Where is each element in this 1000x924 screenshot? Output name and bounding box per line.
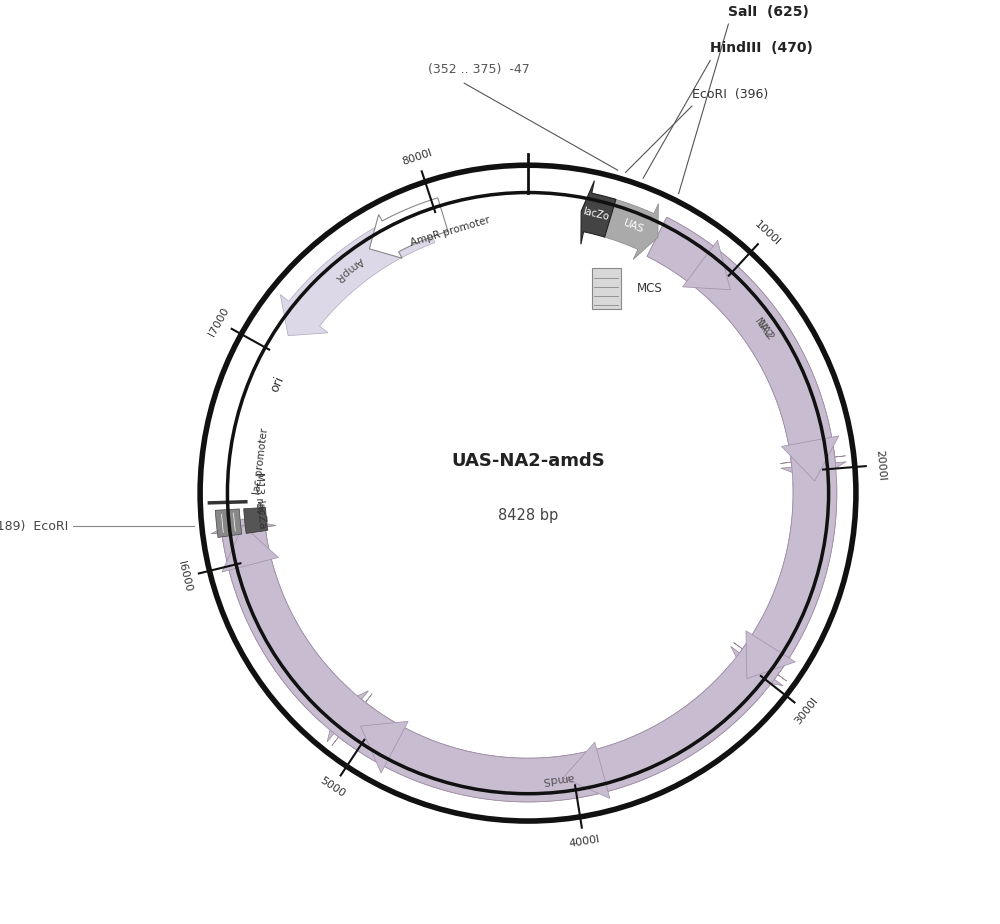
Text: l7000: l7000 — [207, 306, 231, 338]
Polygon shape — [683, 240, 730, 290]
Text: UAS: UAS — [622, 218, 645, 235]
Text: (352 .. 375)  -47: (352 .. 375) -47 — [428, 63, 530, 76]
Polygon shape — [280, 206, 435, 335]
Polygon shape — [244, 507, 268, 533]
Text: 8428 bp: 8428 bp — [498, 508, 558, 523]
Text: 5000: 5000 — [318, 775, 347, 799]
Text: NA2: NA2 — [752, 316, 774, 341]
Polygon shape — [222, 526, 278, 572]
Polygon shape — [327, 691, 373, 744]
Text: lacZa: lacZa — [254, 501, 266, 530]
Polygon shape — [211, 526, 350, 723]
Polygon shape — [332, 664, 764, 802]
Polygon shape — [563, 742, 610, 798]
Text: (6189)  EcoRI: (6189) EcoRI — [0, 519, 68, 532]
Polygon shape — [734, 480, 837, 681]
Polygon shape — [211, 519, 276, 543]
Circle shape — [200, 165, 856, 821]
Text: 3000l: 3000l — [792, 696, 820, 727]
Text: amdS: amdS — [541, 772, 574, 785]
Polygon shape — [581, 181, 616, 244]
Text: UAS-NA2-amdS: UAS-NA2-amdS — [451, 452, 605, 470]
Text: ori: ori — [268, 374, 287, 395]
Polygon shape — [361, 722, 408, 773]
Polygon shape — [746, 631, 795, 678]
Text: AmpR: AmpR — [333, 254, 365, 283]
Polygon shape — [781, 445, 846, 480]
Text: 1000l: 1000l — [753, 219, 783, 248]
Polygon shape — [603, 199, 658, 260]
Polygon shape — [221, 217, 837, 802]
Text: 4000l: 4000l — [568, 834, 600, 849]
Text: 2000l: 2000l — [874, 449, 887, 480]
Text: lacZo: lacZo — [582, 206, 610, 223]
Text: NA2: NA2 — [754, 319, 775, 343]
Text: M13 rev: M13 rev — [254, 472, 264, 515]
Polygon shape — [782, 436, 839, 480]
Text: 8000l: 8000l — [401, 148, 434, 167]
Text: HindIII  (470): HindIII (470) — [710, 41, 813, 55]
Polygon shape — [731, 641, 784, 686]
Text: MCS: MCS — [637, 283, 663, 296]
Bar — [592, 269, 621, 310]
Text: lac promoter: lac promoter — [252, 428, 270, 495]
Text: EcoRI  (396): EcoRI (396) — [692, 88, 768, 101]
Polygon shape — [215, 509, 242, 538]
Text: l6000: l6000 — [176, 561, 193, 593]
Polygon shape — [369, 198, 448, 258]
Polygon shape — [647, 217, 846, 464]
Text: SalI  (625): SalI (625) — [728, 5, 809, 18]
Text: AmpR promoter: AmpR promoter — [409, 214, 491, 248]
